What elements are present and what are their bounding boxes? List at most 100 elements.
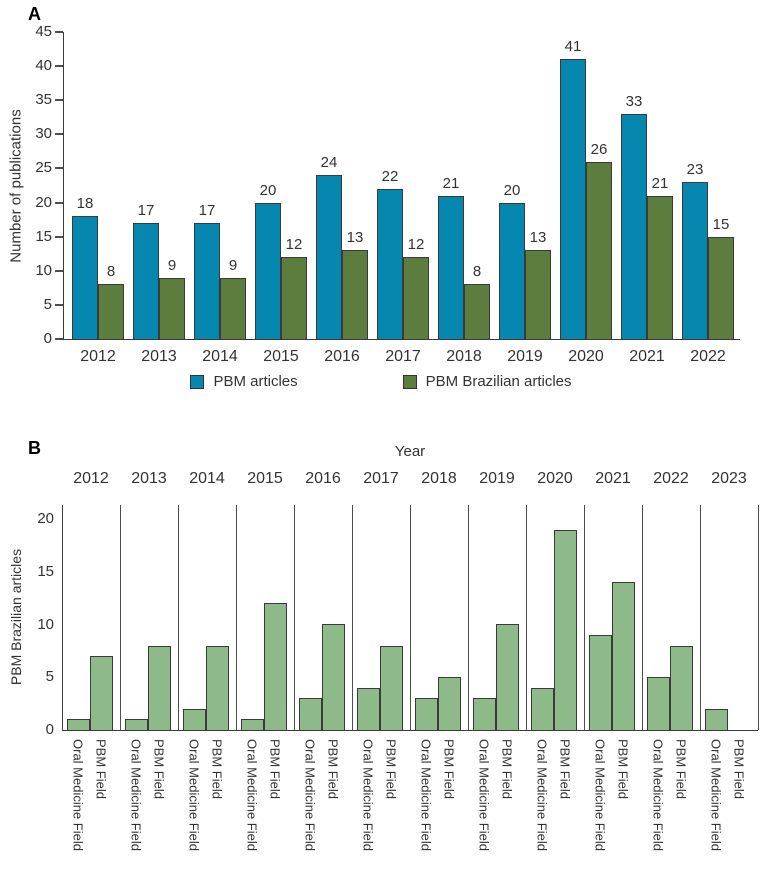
bar-oral-medicine-field-2013 (125, 719, 148, 731)
x-tick-label-2017: 2017 (385, 348, 421, 365)
panel-divider (352, 505, 353, 730)
bar-label-pbm-field-2012: PBM Field (93, 739, 109, 799)
value-label: 18 (76, 195, 94, 212)
bar-pbm-brazilian-articles-2015 (281, 257, 307, 340)
x-tick-label-2018: 2018 (446, 348, 482, 365)
bar-label-oral-medicine-field-2018: Oral Medicine Field (418, 739, 434, 851)
year-label-2012: 2012 (73, 470, 109, 487)
value-label: 17 (198, 202, 216, 219)
value-label: 13 (346, 229, 364, 246)
value-label: 8 (472, 263, 482, 280)
y-tick-mark (55, 303, 63, 306)
year-label-2013: 2013 (131, 470, 167, 487)
bar-oral-medicine-field-2023 (705, 709, 728, 731)
bar-label-oral-medicine-field-2013: Oral Medicine Field (128, 739, 144, 851)
bar-pbm-brazilian-articles-2020 (586, 162, 612, 340)
y-tick-label: 45 (35, 23, 52, 40)
bar-pbm-brazilian-articles-2017 (403, 257, 429, 340)
x-tick-label-2013: 2013 (141, 348, 177, 365)
bar-pbm-field-2016 (322, 624, 345, 731)
x-tick-label-2022: 2022 (690, 348, 726, 365)
panel-divider (700, 505, 701, 730)
bar-pbm-field-2013 (148, 646, 171, 731)
bar-label-oral-medicine-field-2022: Oral Medicine Field (650, 739, 666, 851)
value-label: 23 (686, 161, 704, 178)
y-tick-mark (55, 65, 63, 68)
x-tick-label-2020: 2020 (568, 348, 604, 365)
bar-label-pbm-field-2015: PBM Field (267, 739, 283, 799)
panel-divider (410, 505, 411, 730)
year-label-2020: 2020 (537, 470, 573, 487)
value-label: 8 (106, 263, 116, 280)
bar-pbm-articles-2019 (499, 203, 525, 340)
value-label: 21 (442, 175, 460, 192)
year-label-2015: 2015 (247, 470, 283, 487)
y-tick-label: 35 (35, 91, 52, 109)
x-tick-label-2014: 2014 (202, 348, 238, 365)
x-tick-label-2015: 2015 (263, 348, 299, 365)
value-label: 21 (651, 175, 669, 192)
x-axis-line-b (62, 730, 758, 731)
value-label: 26 (590, 141, 608, 158)
bar-label-pbm-field-2022: PBM Field (673, 739, 689, 799)
legend-item-pbm-articles: PBM articles (190, 373, 298, 390)
bar-pbm-brazilian-articles-2016 (342, 250, 368, 340)
bar-label-pbm-field-2014: PBM Field (209, 739, 225, 799)
value-label: 9 (228, 257, 238, 274)
year-label-2021: 2021 (595, 470, 631, 487)
y-tick-mark (55, 99, 63, 102)
y-tick-mark (55, 235, 63, 238)
bar-pbm-field-2021 (612, 582, 635, 731)
y-tick-label: 5 (45, 668, 54, 686)
bar-pbm-field-2018 (438, 677, 461, 731)
panel-divider (468, 505, 469, 730)
bar-label-oral-medicine-field-2017: Oral Medicine Field (360, 739, 376, 851)
bar-oral-medicine-field-2022 (647, 677, 670, 731)
y-tick-label: 15 (35, 227, 52, 245)
panel-divider (236, 505, 237, 730)
top-axis-title-year: Year (394, 443, 426, 460)
value-label: 20 (503, 182, 521, 199)
bar-pbm-articles-2018 (438, 196, 464, 340)
y-tick-mark (55, 31, 63, 33)
panel-label-a: A (28, 4, 41, 24)
bar-pbm-brazilian-articles-2012 (98, 284, 124, 340)
bar-pbm-articles-2016 (316, 175, 342, 340)
bar-label-pbm-field-2019: PBM Field (499, 739, 515, 799)
bar-label-pbm-field-2017: PBM Field (383, 739, 399, 799)
bar-pbm-brazilian-articles-2022 (708, 237, 734, 340)
bar-pbm-field-2012 (90, 656, 113, 731)
bar-pbm-brazilian-articles-2021 (647, 196, 673, 340)
bar-label-pbm-field-2013: PBM Field (151, 739, 167, 799)
y-axis-line-b (62, 505, 63, 730)
value-label: 20 (259, 182, 277, 199)
y-tick-mark (55, 201, 63, 204)
bar-label-pbm-field-2018: PBM Field (441, 739, 457, 799)
y-tick-label: 10 (35, 261, 52, 279)
bar-oral-medicine-field-2015 (241, 719, 264, 731)
y-tick-mark (55, 133, 63, 136)
value-label: 41 (564, 38, 582, 55)
bar-oral-medicine-field-2019 (473, 698, 496, 731)
bar-pbm-field-2019 (496, 624, 519, 731)
bar-pbm-brazilian-articles-2014 (220, 278, 246, 340)
bar-pbm-field-2020 (554, 530, 577, 731)
bar-oral-medicine-field-2018 (415, 698, 438, 731)
legend-swatch-icon (190, 374, 205, 389)
year-label-2016: 2016 (305, 470, 341, 487)
bar-oral-medicine-field-2014 (183, 709, 206, 731)
year-label-2018: 2018 (421, 470, 457, 487)
y-tick-mark (55, 167, 63, 170)
panel-divider (120, 505, 121, 730)
year-label-2017: 2017 (363, 470, 399, 487)
year-label-2014: 2014 (189, 470, 225, 487)
year-label-2023: 2023 (711, 470, 747, 487)
year-label-2019: 2019 (479, 470, 515, 487)
bar-pbm-articles-2022 (682, 182, 708, 340)
bar-label-oral-medicine-field-2023: Oral Medicine Field (708, 739, 724, 851)
x-tick-label-2019: 2019 (507, 348, 543, 365)
bar-pbm-articles-2014 (194, 223, 220, 340)
year-label-2022: 2022 (653, 470, 689, 487)
bar-pbm-articles-2017 (377, 189, 403, 340)
